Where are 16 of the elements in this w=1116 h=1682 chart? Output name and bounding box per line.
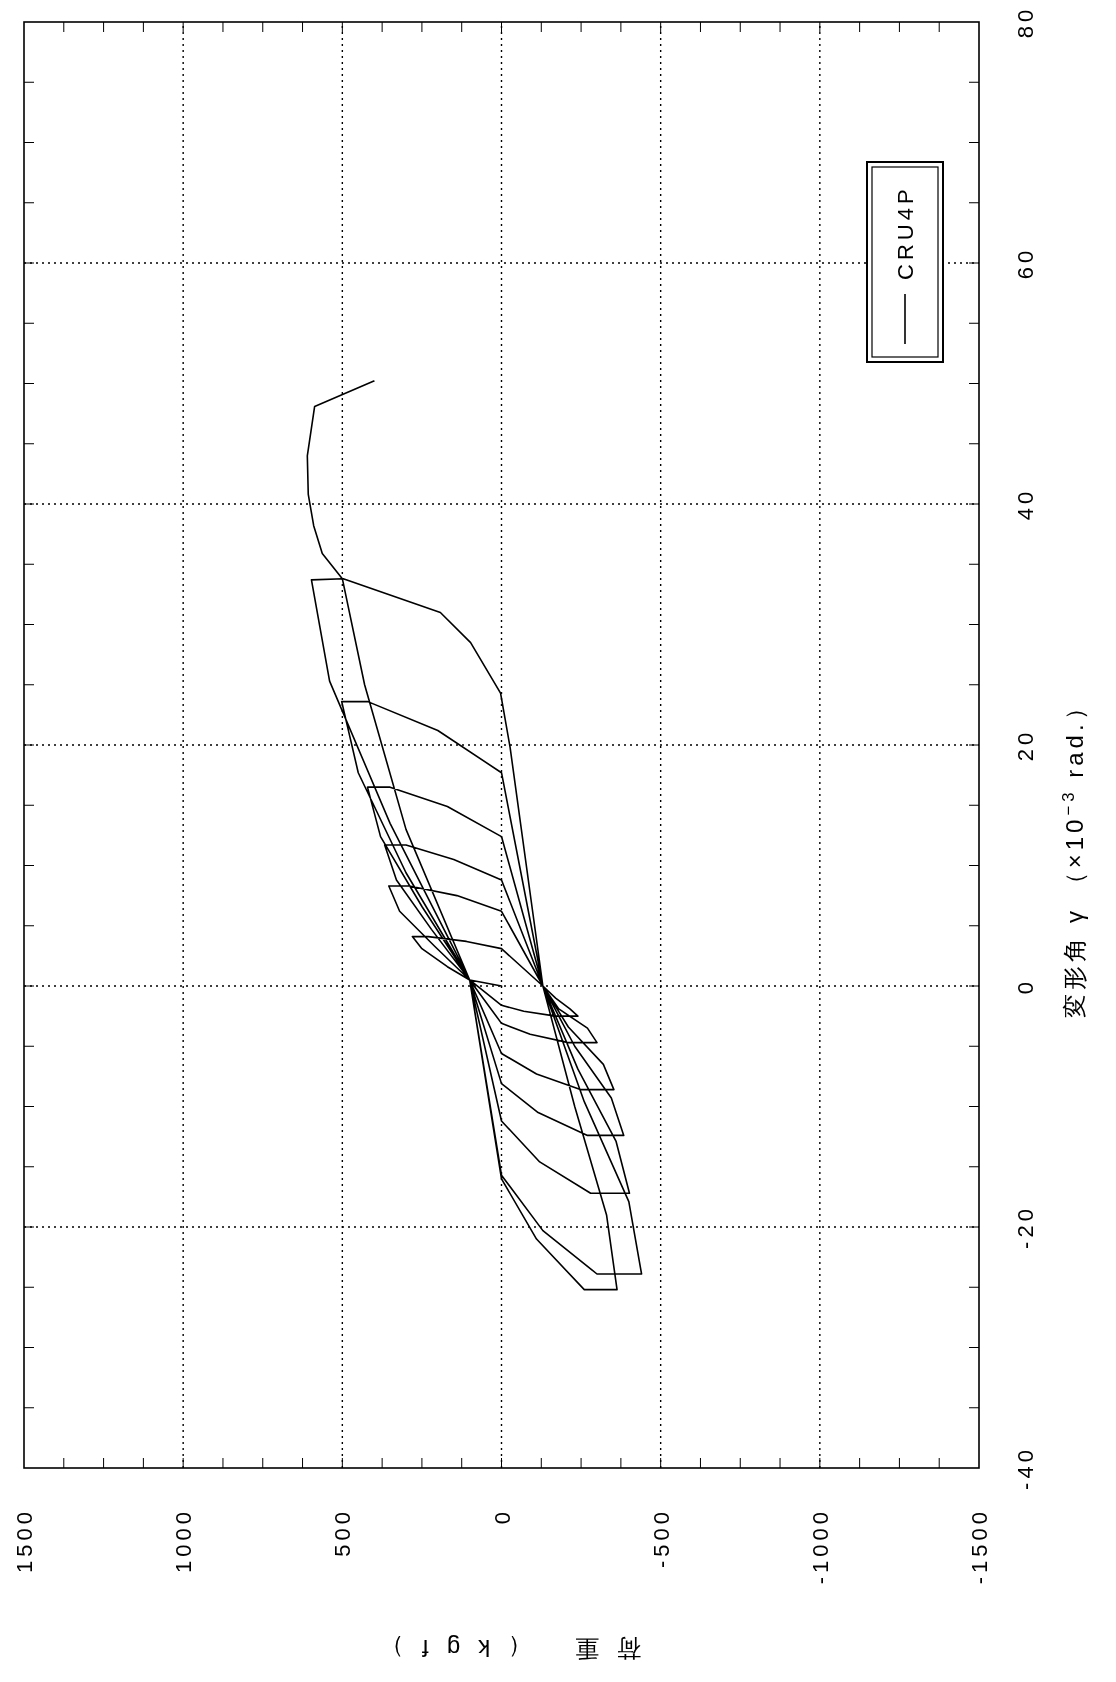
y-tick-label: 20	[1013, 728, 1038, 762]
y-tick-label: 80	[1013, 5, 1038, 39]
x-tick-label: -500	[648, 1508, 674, 1569]
y-tick-label: 60	[1013, 246, 1038, 280]
x-tick-label: -1500	[967, 1508, 992, 1585]
x-tick-label: -1000	[807, 1508, 833, 1585]
x-axis-title: 荷重 （kgf）	[362, 1635, 641, 1662]
x-tick-label: 500	[330, 1508, 356, 1557]
y-tick-label: 40	[1013, 487, 1038, 521]
y-tick-label: -40	[1013, 1446, 1038, 1490]
legend: CRU4P	[866, 161, 944, 363]
y-tick-label: 0	[1013, 977, 1038, 995]
x-tick-label: 1000	[171, 1508, 197, 1573]
x-tick-label: 0	[489, 1508, 515, 1525]
y-tick-label: -20	[1013, 1205, 1038, 1249]
x-tick-label: 1500	[12, 1508, 37, 1573]
